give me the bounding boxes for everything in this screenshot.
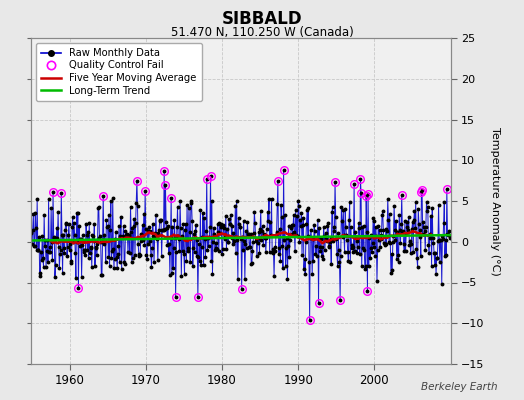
Text: Berkeley Earth: Berkeley Earth: [421, 382, 498, 392]
Text: 51.470 N, 110.250 W (Canada): 51.470 N, 110.250 W (Canada): [171, 26, 353, 39]
Legend: Raw Monthly Data, Quality Control Fail, Five Year Moving Average, Long-Term Tren: Raw Monthly Data, Quality Control Fail, …: [37, 43, 202, 100]
Y-axis label: Temperature Anomaly (°C): Temperature Anomaly (°C): [490, 127, 500, 275]
Text: SIBBALD: SIBBALD: [222, 10, 302, 28]
